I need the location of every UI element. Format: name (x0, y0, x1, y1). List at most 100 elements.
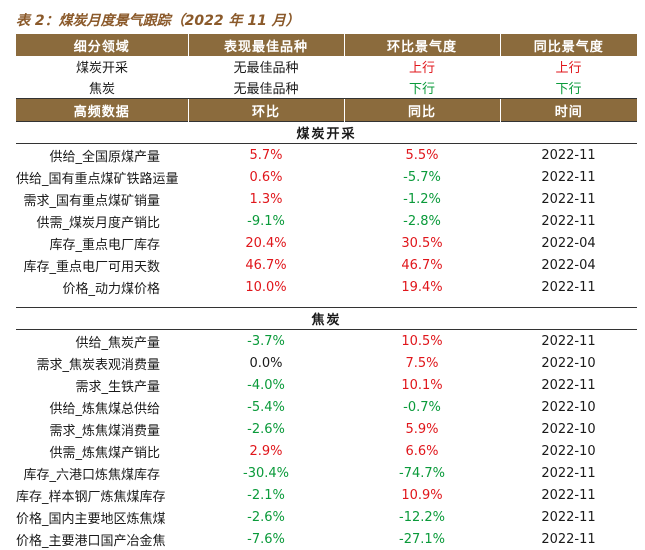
yoy-prosperity: 下行 (500, 77, 637, 99)
time-value: 2022-11 (541, 531, 596, 547)
segment-name: 焦炭 (16, 77, 188, 99)
indicator-name: 需求_国有重点煤矿销量 (23, 193, 160, 209)
yoy-value: 19.4% (401, 279, 443, 295)
table-row: 需求_炼焦煤消费量 -2.6% 5.9% 2022-10 (16, 418, 637, 440)
indicator-name: 价格_动力煤价格 (62, 281, 160, 297)
indicator-name: 库存_重点电厂库存 (49, 237, 160, 253)
header-yoy-prosperity: 同比景气度 (500, 34, 637, 56)
time-value: 2022-11 (541, 465, 596, 481)
mom-value: -2.6% (247, 421, 285, 437)
time-value: 2022-11 (541, 377, 596, 393)
yoy-value: 10.9% (401, 487, 443, 503)
table-row: 供给_炼焦煤总供给 -5.4% -0.7% 2022-10 (16, 396, 637, 418)
yoy-value: -74.7% (399, 465, 445, 481)
table-row: 库存_重点电厂可用天数 46.7% 46.7% 2022-04 (16, 254, 637, 276)
mom-value: 2.9% (249, 443, 283, 459)
table-row: 价格_动力煤价格 10.0% 19.4% 2022-11 (16, 276, 637, 298)
time-value: 2022-10 (541, 421, 596, 437)
header-time: 时间 (500, 98, 637, 122)
mom-value: -9.1% (247, 213, 285, 229)
indicator-name: 库存_样本钢厂炼焦煤库存 (16, 489, 166, 505)
yoy-value: 7.5% (405, 355, 439, 371)
mom-value: 1.3% (249, 191, 283, 207)
table-row: 供需_炼焦煤产销比 2.9% 6.6% 2022-10 (16, 440, 637, 462)
mom-value: -30.4% (243, 465, 289, 481)
section-header-row: 煤炭开采 (16, 121, 637, 144)
mom-value: -2.1% (247, 487, 285, 503)
section-spacer (16, 298, 637, 308)
indicator-name: 供给_全国原煤产量 (49, 149, 160, 165)
indicator-name: 需求_炼焦煤消费量 (49, 423, 160, 439)
table-row: 供给_焦炭产量 -3.7% 10.5% 2022-11 (16, 330, 637, 353)
yoy-value: -27.1% (399, 531, 445, 547)
mom-prosperity: 上行 (408, 61, 435, 76)
table-body: 细分领域 表现最佳品种 环比景气度 同比景气度 煤炭开采 无最佳品种 上行 上行… (16, 34, 637, 550)
time-value: 2022-10 (541, 443, 596, 459)
table-row: 供需_煤炭月度产销比 -9.1% -2.8% 2022-11 (16, 210, 637, 232)
best-variety: 无最佳品种 (233, 61, 299, 76)
header-mom-prosperity: 环比景气度 (344, 34, 501, 56)
indicator-name: 价格_主要港口国产冶金焦 (16, 533, 166, 549)
yoy-value: 30.5% (401, 235, 443, 251)
yoy-value: -12.2% (399, 509, 445, 525)
header-yoy: 同比 (344, 98, 501, 122)
mom-prosperity: 下行 (344, 77, 500, 99)
indicator-name: 需求_焦炭表观消费量 (36, 357, 160, 373)
time-value: 2022-11 (541, 487, 596, 503)
top-table-row: 焦炭 无最佳品种 下行 下行 (16, 77, 637, 99)
header-mom: 环比 (188, 98, 345, 122)
table-row: 库存_样本钢厂炼焦煤库存 -2.1% 10.9% 2022-11 (16, 484, 637, 506)
mom-value: 46.7% (245, 257, 287, 273)
time-value: 2022-11 (541, 169, 596, 185)
yoy-value: 46.7% (401, 257, 443, 273)
time-value: 2022-04 (541, 257, 596, 273)
yoy-value: -1.2% (403, 191, 441, 207)
yoy-value: -0.7% (403, 399, 441, 415)
indicator-name: 库存_重点电厂可用天数 (23, 259, 160, 275)
mom-value: 10.0% (245, 279, 287, 295)
yoy-value: 10.1% (401, 377, 443, 393)
mom-value: -2.6% (247, 509, 285, 525)
table-row: 供给_国有重点煤矿铁路运量 0.6% -5.7% 2022-11 (16, 166, 637, 188)
yoy-value: 6.6% (405, 443, 439, 459)
yoy-value: -2.8% (403, 213, 441, 229)
time-value: 2022-11 (541, 509, 596, 525)
indicator-name: 供给_焦炭产量 (75, 335, 160, 351)
table-row: 需求_国有重点煤矿销量 1.3% -1.2% 2022-11 (16, 188, 637, 210)
top-table-header: 细分领域 表现最佳品种 环比景气度 同比景气度 (16, 34, 637, 56)
yoy-value: 5.9% (405, 421, 439, 437)
top-table-row: 煤炭开采 无最佳品种 上行 上行 (16, 56, 637, 77)
time-value: 2022-04 (541, 235, 596, 251)
mom-value: -5.4% (247, 399, 285, 415)
indicator-name: 库存_六港口炼焦煤库存 (23, 467, 160, 483)
best-variety: 无最佳品种 (188, 77, 344, 99)
mom-value: -4.0% (247, 377, 285, 393)
indicator-name: 供给_国有重点煤矿铁路运量 (16, 171, 179, 187)
segment-name: 煤炭开采 (75, 61, 128, 76)
time-value: 2022-10 (541, 399, 596, 415)
indicator-name: 需求_生铁产量 (75, 379, 160, 395)
mom-value: 0.6% (249, 169, 283, 185)
time-value: 2022-10 (541, 355, 596, 371)
yoy-value: 5.5% (405, 147, 439, 163)
indicator-name: 供给_炼焦煤总供给 (49, 401, 160, 417)
time-value: 2022-11 (541, 279, 596, 295)
section-title: 煤炭开采 (16, 121, 637, 144)
section-title: 焦炭 (16, 307, 637, 330)
section-header-row: 焦炭 (16, 307, 637, 330)
mom-value: 5.7% (249, 147, 283, 163)
yoy-prosperity: 上行 (555, 61, 582, 76)
yoy-value: -5.7% (403, 169, 441, 185)
time-value: 2022-11 (541, 213, 596, 229)
table-row: 库存_六港口炼焦煤库存 -30.4% -74.7% 2022-11 (16, 462, 637, 484)
table-row: 库存_重点电厂库存 20.4% 30.5% 2022-04 (16, 232, 637, 254)
mom-value: -3.7% (247, 333, 285, 349)
header-hf-data: 高频数据 (16, 98, 189, 122)
mom-value: 20.4% (245, 235, 287, 251)
time-value: 2022-11 (541, 147, 596, 163)
mom-value: -7.6% (247, 531, 285, 547)
indicator-name: 供需_煤炭月度产销比 (36, 215, 160, 231)
indicator-name: 供需_炼焦煤产销比 (49, 445, 160, 461)
table-row: 价格_国内主要地区炼焦煤 -2.6% -12.2% 2022-11 (16, 506, 637, 528)
table-caption: 表 2：煤炭月度景气跟踪（2022 年 11 月） (16, 13, 300, 29)
